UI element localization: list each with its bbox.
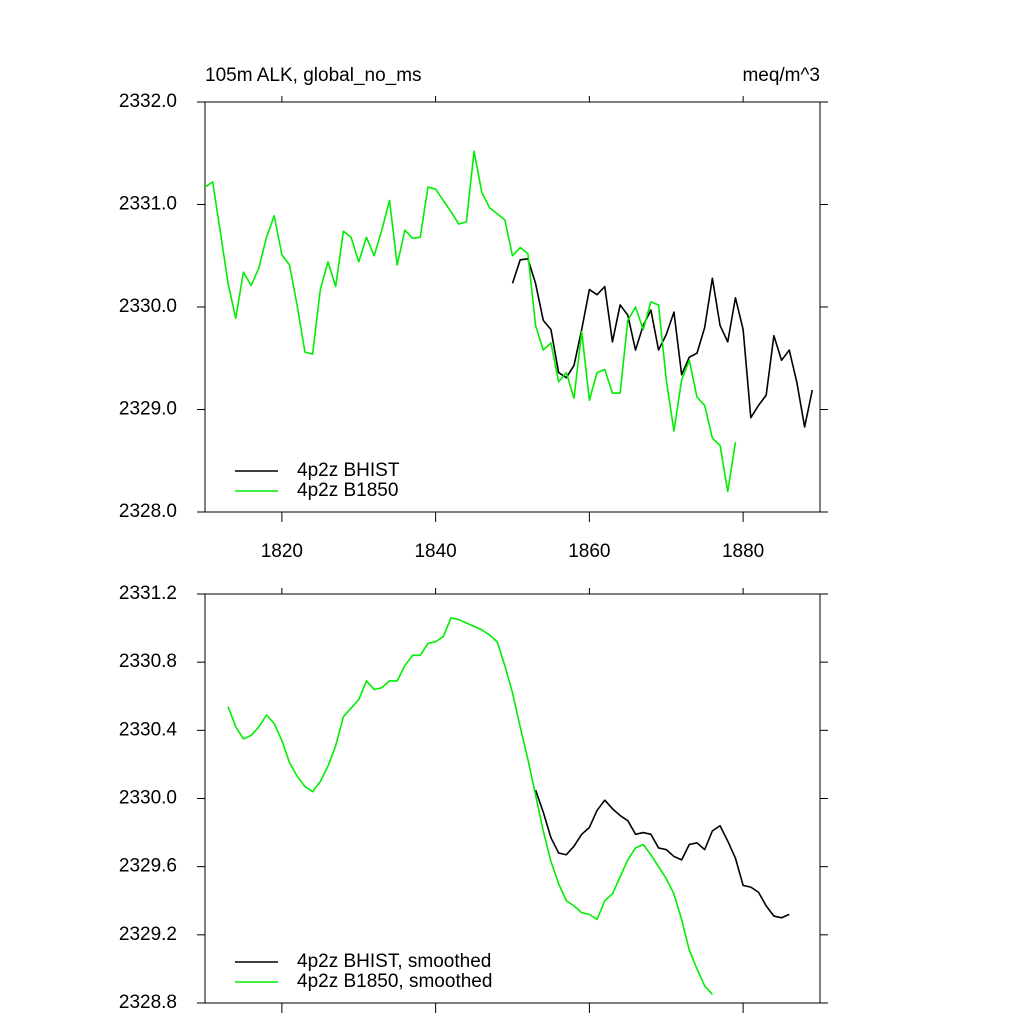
y-tick-label: 2329.0 [119, 399, 177, 420]
y-tick-label: 2330.0 [119, 788, 177, 809]
y-tick-label: 2330.0 [119, 296, 177, 317]
units-label: meq/m^3 [742, 65, 820, 86]
x-tick-label: 1860 [568, 541, 610, 562]
y-tick-label: 2330.8 [119, 651, 177, 672]
series-line [204, 150, 737, 493]
y-tick-label: 2329.2 [119, 924, 177, 945]
x-tick-label: 1840 [414, 541, 456, 562]
y-tick-label: 2328.8 [119, 992, 177, 1013]
x-tick-label: 1820 [261, 541, 303, 562]
series-line [227, 617, 713, 996]
y-tick-label: 2330.4 [119, 719, 178, 740]
y-tick-label: 2331.0 [119, 194, 177, 215]
y-tick-label: 2331.2 [119, 583, 177, 604]
y-tick-label: 2332.0 [119, 91, 177, 112]
y-tick-label: 2328.0 [119, 501, 177, 522]
legend-label: 4p2z BHIST, smoothed [297, 951, 491, 972]
legend-label: 4p2z B1850, smoothed [297, 971, 492, 992]
legend-label: 4p2z BHIST [297, 460, 400, 481]
legend-label: 4p2z B1850 [297, 480, 398, 501]
x-tick-label: 1880 [722, 541, 764, 562]
plot-frame [204, 593, 821, 1004]
chart-title: 105m ALK, global_no_ms [205, 65, 422, 86]
y-tick-label: 2329.6 [119, 856, 177, 877]
series-line [534, 789, 790, 919]
